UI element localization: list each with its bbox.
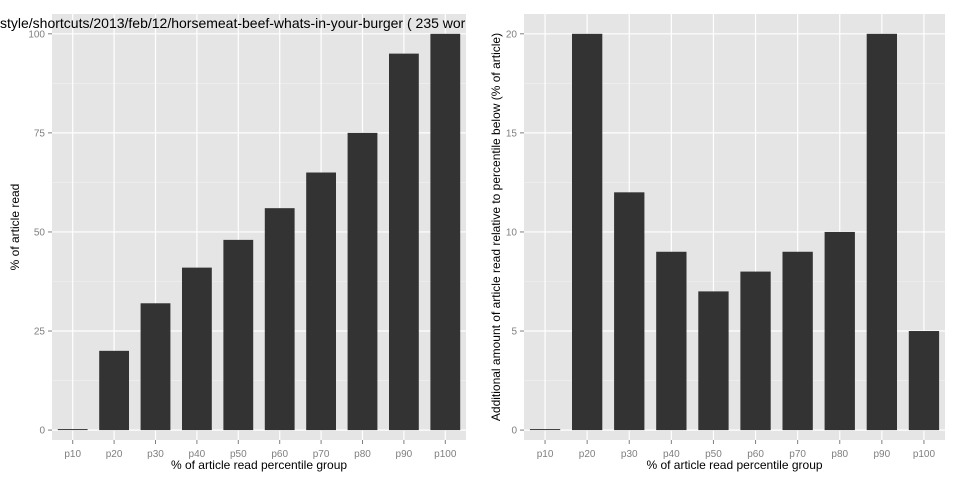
chart-title: style/shortcuts/2013/feb/12/horsemeat-be… <box>0 15 466 31</box>
bar-p40 <box>181 267 212 431</box>
bar-p30 <box>140 303 171 431</box>
x-tick-label: p90 <box>396 449 413 460</box>
y-axis-title: % of article read <box>8 184 22 271</box>
bar-p20 <box>99 350 130 431</box>
x-tick-label: p60 <box>271 449 288 460</box>
x-tick-label: p70 <box>313 449 330 460</box>
y-tick-label: 0 <box>511 426 517 437</box>
bar-p30 <box>614 192 645 431</box>
x-tick-label: p30 <box>621 449 638 460</box>
x-axis-title: % of article read percentile group <box>171 458 347 472</box>
bar-p70 <box>306 172 337 431</box>
bar-p50 <box>223 239 254 431</box>
bar-p100 <box>908 331 940 431</box>
bar-p10 <box>57 429 88 431</box>
bar-p40 <box>656 251 687 431</box>
y-tick-label: 15 <box>506 128 518 139</box>
x-tick-label: p100 <box>434 449 457 460</box>
x-tick-label: p10 <box>64 449 81 460</box>
bar-p100 <box>430 33 461 431</box>
bar-p90 <box>388 53 419 431</box>
bar-p60 <box>264 208 295 431</box>
chart-panel-1: 0 25 50 75 100 p10 p20 p30 p40 p50 p60 p70 p80 p90 p10… <box>0 14 466 472</box>
x-tick-label: p40 <box>663 449 680 460</box>
x-tick-label: p50 <box>705 449 722 460</box>
x-tick-label: p50 <box>230 449 247 460</box>
x-tick-label: p80 <box>354 449 371 460</box>
bar-p60 <box>740 271 771 431</box>
y-tick-label: 10 <box>506 227 518 238</box>
y-tick-label: 25 <box>34 327 46 338</box>
y-tick-label: 0 <box>39 426 45 437</box>
y-tick-label: 50 <box>34 227 46 238</box>
y-tick-label: 100 <box>28 29 45 40</box>
bar-p70 <box>782 251 813 431</box>
y-tick-label: 75 <box>34 128 46 139</box>
y-tick-label: 20 <box>506 29 518 40</box>
x-tick-label: p10 <box>537 449 554 460</box>
chart-panel-2: 0 5 10 15 20 p10 p20 p30 p40 p50 p60 p70 p80 p90 p100%… <box>489 14 945 472</box>
x-tick-label: p40 <box>189 449 206 460</box>
x-axis-title: % of article read percentile group <box>646 458 822 472</box>
x-tick-label: p90 <box>874 449 891 460</box>
y-axis-title: Additional amount of article read relati… <box>489 33 503 421</box>
bar-p80 <box>824 231 855 431</box>
x-tick-label: p30 <box>147 449 164 460</box>
x-tick-label: p20 <box>579 449 596 460</box>
x-tick-label: p20 <box>106 449 123 460</box>
x-tick-label: p70 <box>789 449 806 460</box>
bar-p20 <box>571 33 603 431</box>
x-tick-label: p60 <box>747 449 764 460</box>
bar-p10 <box>529 429 561 431</box>
x-tick-label: p100 <box>913 449 936 460</box>
bar-p80 <box>347 132 378 431</box>
bar-p90 <box>866 33 898 431</box>
y-tick-label: 5 <box>511 327 517 338</box>
bar-p50 <box>698 291 729 431</box>
x-tick-label: p80 <box>831 449 848 460</box>
